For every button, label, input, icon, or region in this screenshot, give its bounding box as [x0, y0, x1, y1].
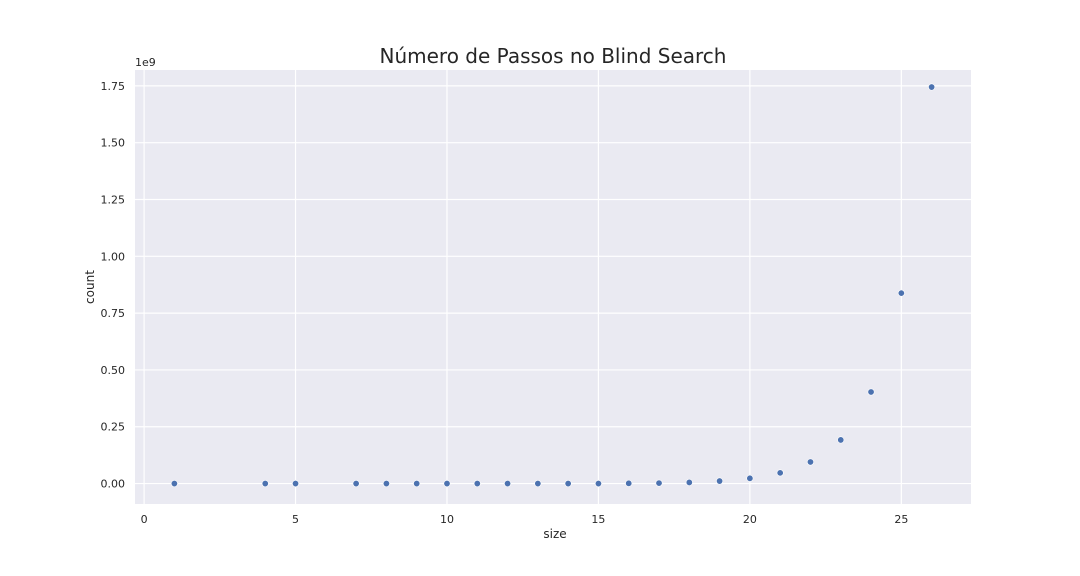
data-point	[504, 480, 512, 488]
data-point	[564, 480, 572, 488]
data-point	[625, 479, 633, 487]
y-tick-label: 0.50	[101, 364, 126, 377]
y-axis-offset-label: 1e9	[135, 56, 156, 69]
data-point	[534, 480, 542, 488]
y-tick-label: 0.00	[101, 478, 126, 491]
grid-lines	[135, 70, 971, 504]
y-tick-label: 1.25	[101, 194, 126, 207]
y-tick-label: 1.75	[101, 80, 126, 93]
y-axis-label: count	[83, 270, 97, 304]
y-tick-label: 0.75	[101, 307, 126, 320]
x-tick-label: 25	[894, 513, 908, 526]
data-point	[867, 388, 875, 396]
y-tick-label: 1.50	[101, 137, 126, 150]
data-point	[170, 480, 178, 488]
x-tick-label: 5	[292, 513, 299, 526]
data-point	[382, 480, 390, 488]
data-points	[170, 83, 936, 488]
x-tick-label: 20	[743, 513, 757, 526]
data-point	[806, 458, 814, 466]
data-point	[594, 480, 602, 488]
data-point	[685, 478, 693, 486]
x-axis-label: size	[543, 527, 566, 541]
y-tick-label: 0.25	[101, 421, 126, 434]
x-tick-label: 0	[141, 513, 148, 526]
data-point	[473, 480, 481, 488]
data-point	[352, 480, 360, 488]
data-point	[837, 436, 845, 444]
chart-title: Número de Passos no Blind Search	[380, 44, 727, 68]
data-point	[716, 477, 724, 485]
data-point	[928, 83, 936, 91]
x-tick-label: 15	[591, 513, 605, 526]
data-point	[746, 474, 754, 482]
data-point	[897, 289, 905, 297]
data-point	[776, 469, 784, 477]
data-point	[443, 480, 451, 488]
tick-labels: 0 5 10 15 20 25 0.00 0.25 0.50 0.75 1.00 1.25 1.50 1.…	[101, 80, 909, 526]
data-point	[261, 480, 269, 488]
data-point	[655, 479, 663, 487]
data-point	[413, 480, 421, 488]
plot-area	[135, 70, 971, 504]
x-tick-label: 10	[440, 513, 454, 526]
y-tick-label: 1.00	[101, 250, 126, 263]
data-point	[292, 480, 300, 488]
